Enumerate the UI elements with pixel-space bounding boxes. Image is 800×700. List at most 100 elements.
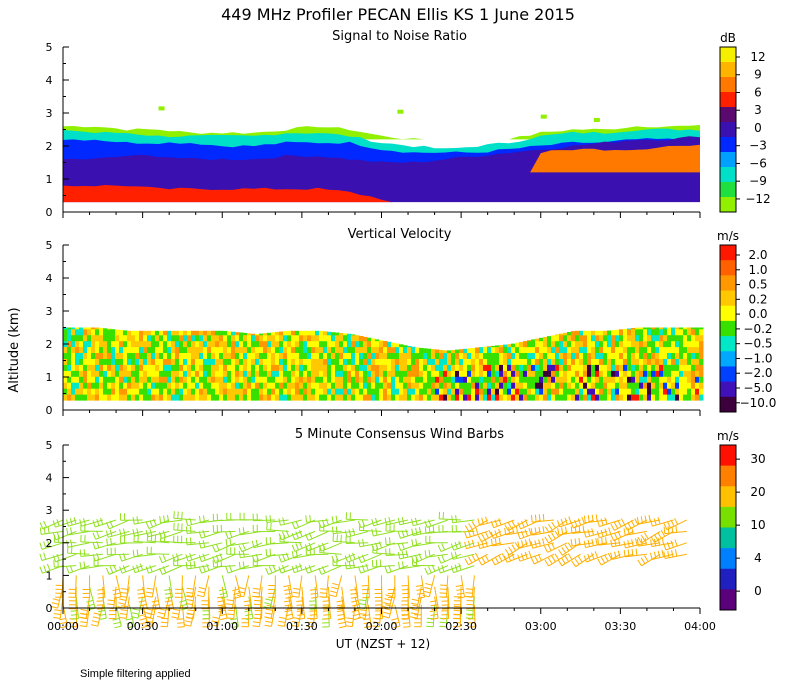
wind-barb-feather: [374, 542, 379, 550]
wind-barb: [331, 526, 356, 535]
velocity-cell: [615, 382, 620, 389]
wind-barb-feather: [320, 588, 328, 590]
wind-barb-feather: [458, 540, 462, 548]
velocity-cell: [223, 340, 228, 348]
velocity-cell: [199, 358, 204, 365]
velocity-cell: [439, 376, 444, 383]
velocity-cell: [519, 382, 524, 389]
velocity-cell: [607, 370, 612, 377]
velocity-cell: [595, 330, 600, 336]
velocity-cell: [279, 331, 284, 336]
wind-barb-staff: [321, 519, 342, 529]
wind-barb-feather: [120, 588, 128, 590]
wind-barb-feather: [185, 537, 188, 545]
velocity-cell: [435, 358, 440, 365]
wind-barb-staff: [253, 519, 276, 522]
wind-barb-feather: [114, 596, 122, 599]
velocity-cell: [355, 335, 360, 342]
velocity-cell: [407, 346, 412, 348]
wind-barb-feather: [278, 518, 281, 526]
velocity-cell: [467, 376, 472, 383]
wind-barb-feather: [277, 624, 285, 627]
velocity-cell: [107, 340, 112, 348]
velocity-cell: [439, 394, 444, 401]
velocity-cell: [171, 382, 176, 389]
velocity-cell: [499, 358, 504, 365]
velocity-cell: [555, 358, 560, 365]
velocity-cell: [563, 340, 568, 348]
velocity-cell: [611, 334, 616, 342]
velocity-cell: [299, 346, 304, 353]
wind-barb: [504, 525, 528, 536]
velocity-cell: [63, 382, 68, 389]
velocity-cell: [147, 364, 152, 371]
wind-barb: [357, 563, 382, 574]
velocity-cell: [575, 370, 580, 377]
velocity-cell: [115, 358, 120, 365]
wind-barb-feather: [644, 555, 649, 562]
velocity-cell: [599, 364, 604, 371]
velocity-cell: [683, 388, 688, 395]
velocity-cell: [691, 394, 696, 401]
velocity-cell: [307, 334, 312, 342]
velocity-cell: [175, 382, 180, 389]
velocity-cell: [115, 352, 120, 359]
wind-barb-feather: [92, 532, 97, 540]
wind-barb-feather: [145, 566, 149, 574]
velocity-cell: [167, 334, 172, 342]
wind-barb: [225, 538, 249, 547]
velocity-cell: [539, 358, 544, 365]
velocity-cell: [515, 394, 520, 401]
wind-barb-feather: [265, 515, 268, 523]
y-tick-label: 0: [46, 206, 53, 219]
velocity-cell: [407, 364, 412, 371]
velocity-cell: [111, 382, 116, 389]
wind-barb-staff: [573, 519, 595, 529]
wind-barb-feather: [637, 559, 642, 567]
wind-barb-staff: [215, 553, 236, 564]
wind-barb: [570, 516, 595, 529]
velocity-cell: [611, 370, 616, 377]
wind-barb-staff: [163, 596, 170, 619]
velocity-cell: [335, 346, 340, 353]
velocity-cell: [127, 364, 132, 371]
velocity-cell: [87, 382, 92, 389]
velocity-cell: [387, 346, 392, 353]
velocity-cell: [315, 358, 320, 365]
wind-barb-feather: [547, 534, 553, 542]
velocity-cell: [287, 330, 292, 336]
velocity-cell: [263, 382, 268, 389]
wind-barb: [490, 529, 515, 539]
wind-barb: [336, 596, 346, 620]
velocity-cell: [139, 370, 144, 377]
velocity-cell: [355, 370, 360, 377]
velocity-cell: [591, 346, 596, 353]
wind-barb-staff: [440, 542, 462, 553]
velocity-cell: [559, 370, 564, 377]
velocity-cell: [203, 394, 208, 401]
velocity-cell: [519, 346, 524, 353]
velocity-cell: [547, 352, 552, 359]
wind-barb-feather: [375, 559, 378, 567]
velocity-cell: [559, 376, 564, 383]
wind-barb: [597, 552, 621, 566]
velocity-cell: [215, 376, 220, 383]
velocity-cell: [95, 370, 100, 377]
velocity-cell: [283, 376, 288, 383]
velocity-cell: [535, 338, 540, 342]
velocity-cell: [351, 364, 356, 371]
velocity-cell: [523, 370, 528, 377]
velocity-cell: [491, 358, 496, 365]
velocity-cell: [591, 376, 596, 383]
velocity-cell: [527, 346, 532, 353]
wind-barb-feather: [318, 521, 322, 529]
velocity-cell: [331, 388, 336, 395]
velocity-cell: [119, 382, 124, 389]
velocity-cell: [415, 388, 420, 395]
velocity-cell: [443, 382, 448, 389]
velocity-cell: [543, 364, 548, 371]
velocity-cell: [543, 394, 548, 401]
velocity-cell: [271, 334, 276, 342]
wind-barb-feather: [337, 604, 345, 607]
wind-barb-feather: [617, 530, 622, 538]
